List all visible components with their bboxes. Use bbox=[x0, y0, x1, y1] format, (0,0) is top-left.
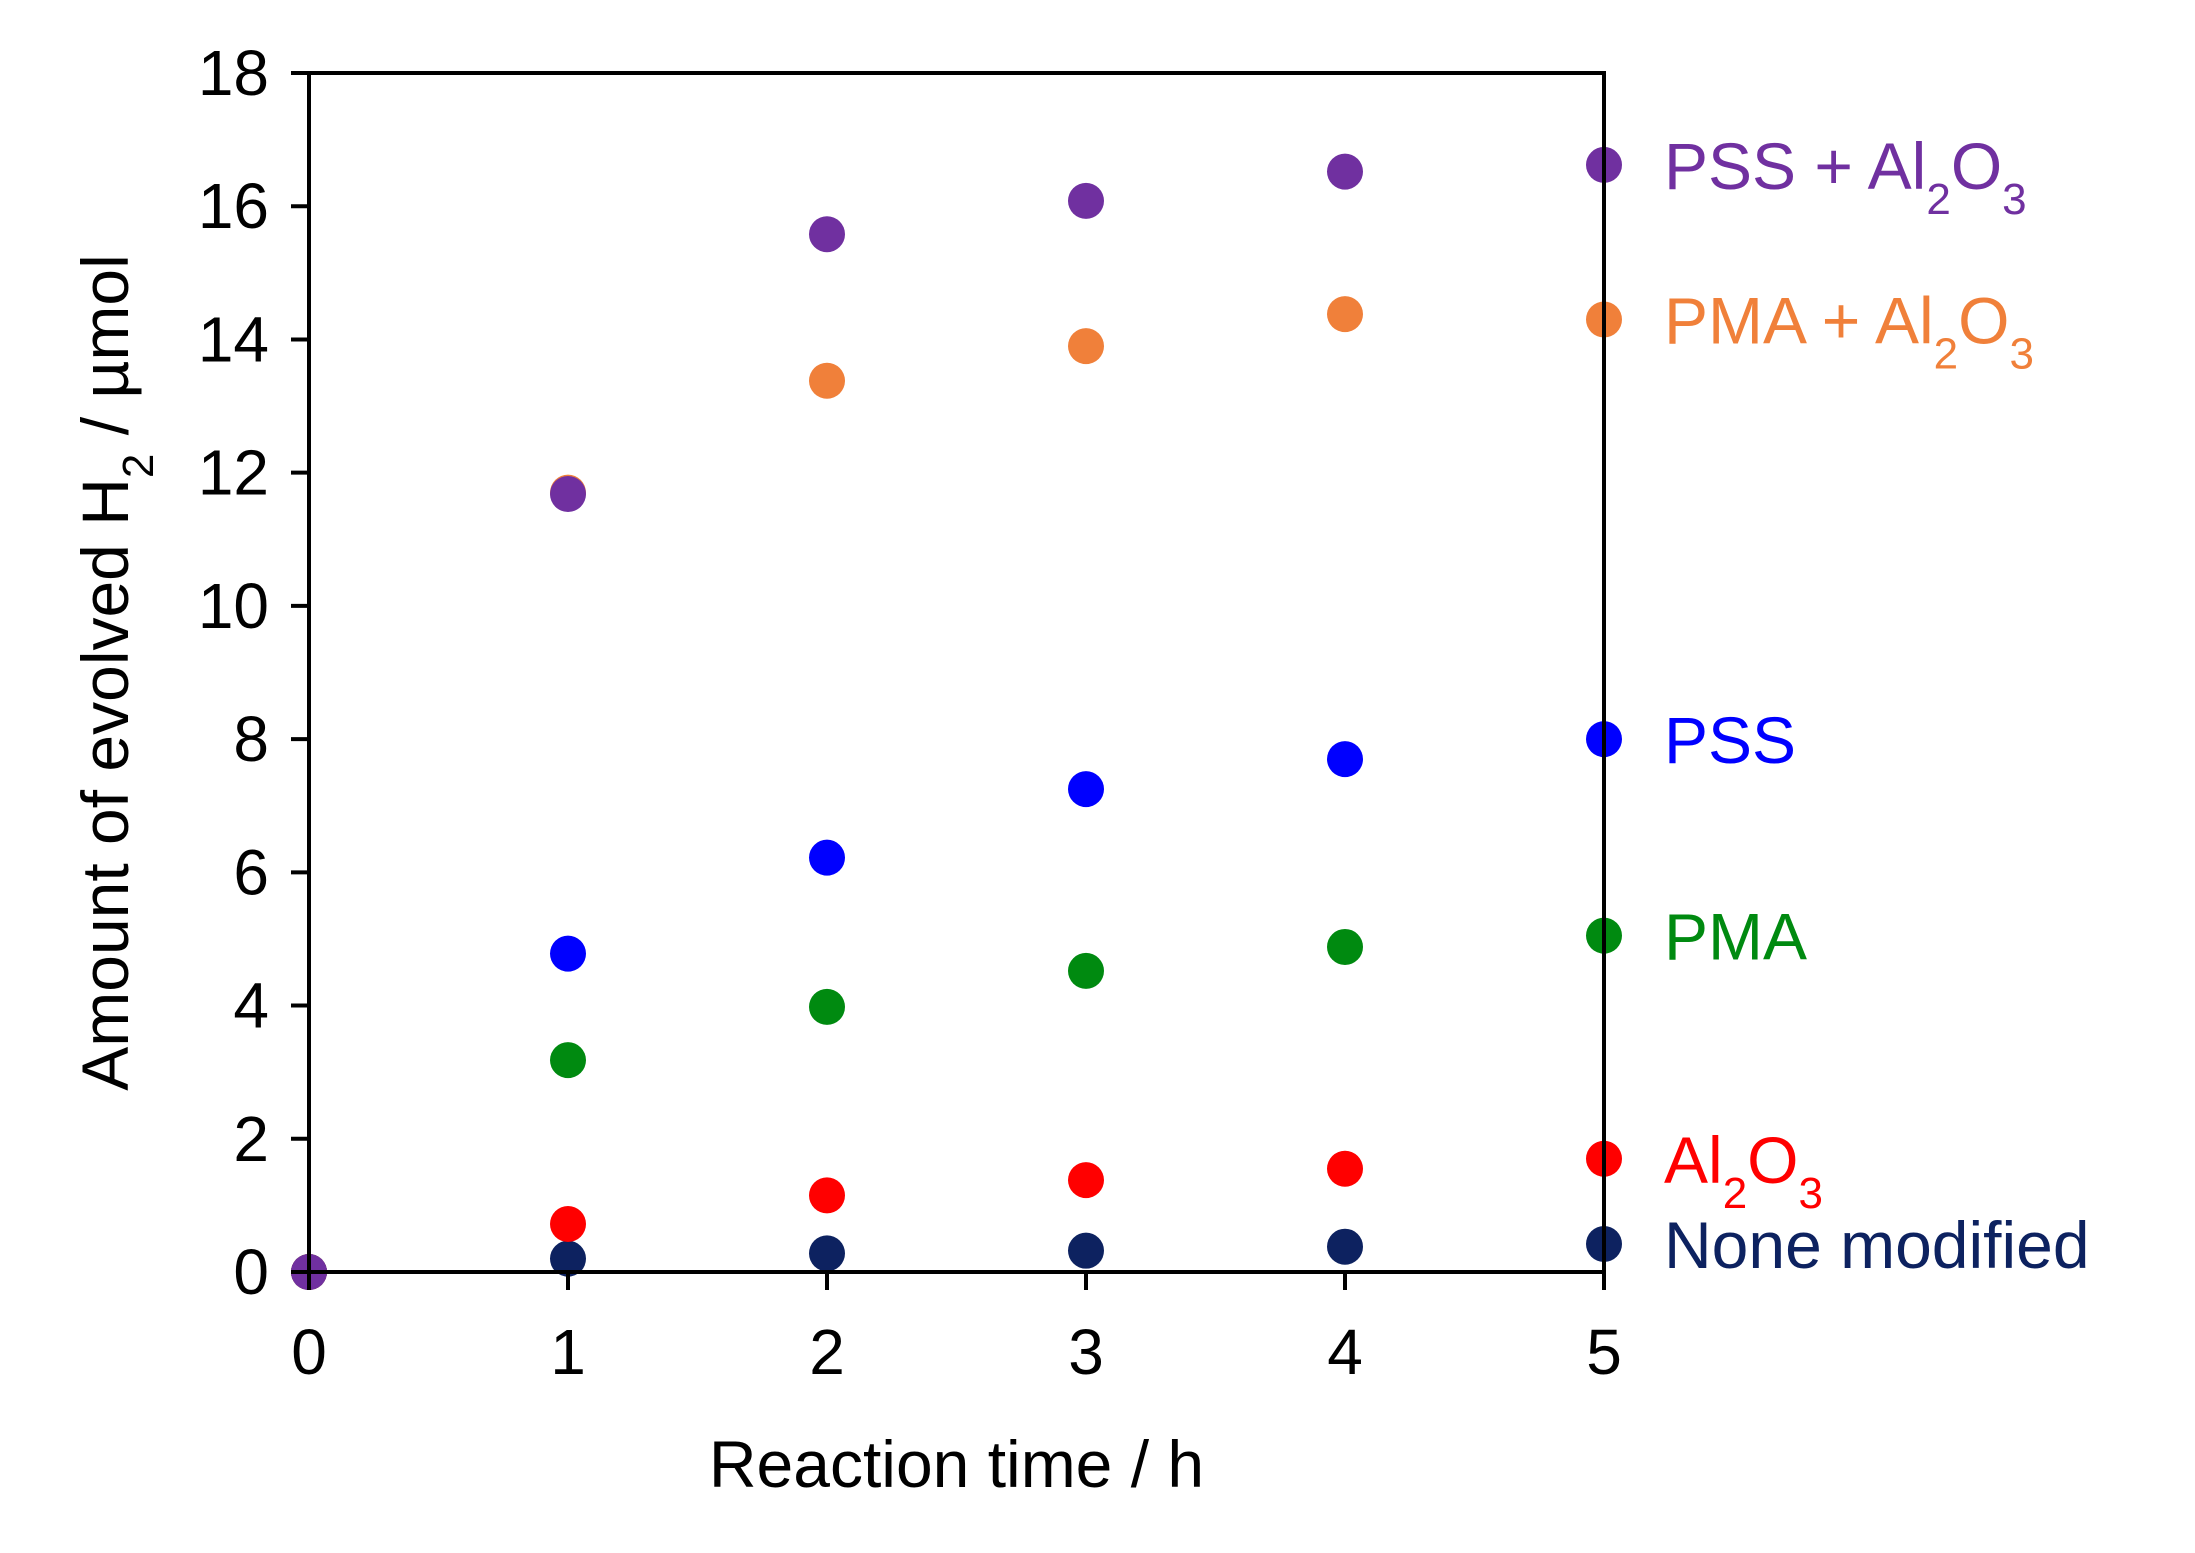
data-point bbox=[1068, 771, 1104, 808]
series-label: PSS bbox=[1664, 703, 1796, 777]
data-point bbox=[809, 362, 845, 399]
series-label: None modified bbox=[1664, 1208, 2090, 1282]
data-point bbox=[1068, 1162, 1104, 1199]
series-label: Al2O3 bbox=[1664, 1123, 1823, 1218]
x-tick-label: 3 bbox=[1068, 1316, 1104, 1388]
series-markers bbox=[291, 917, 1622, 1290]
data-point bbox=[550, 475, 586, 512]
x-tick-label: 5 bbox=[1586, 1316, 1622, 1388]
data-point bbox=[1327, 928, 1363, 965]
data-point bbox=[809, 216, 845, 253]
data-point bbox=[550, 1206, 586, 1243]
y-tick-label: 18 bbox=[198, 37, 269, 109]
x-tick-label: 0 bbox=[291, 1316, 327, 1388]
data-point bbox=[550, 1042, 586, 1079]
x-axis-title: Reaction time / h bbox=[709, 1427, 1204, 1501]
plot-frame bbox=[307, 71, 1606, 1274]
y-tick-label: 14 bbox=[198, 303, 269, 375]
y-tick-label: 6 bbox=[233, 836, 269, 908]
data-point bbox=[809, 988, 845, 1025]
data-point bbox=[809, 1235, 845, 1272]
data-point bbox=[1327, 153, 1363, 190]
data-point bbox=[1068, 328, 1104, 365]
y-tick-label: 8 bbox=[233, 703, 269, 775]
series-label: PSS + Al2O3 bbox=[1664, 129, 2027, 224]
x-tick-label: 2 bbox=[809, 1316, 845, 1388]
y-tick-label: 0 bbox=[233, 1236, 269, 1308]
data-markers bbox=[291, 146, 1622, 1290]
data-point bbox=[809, 839, 845, 876]
y-axis-title: Amount of evolved H2 / µmol bbox=[68, 254, 163, 1091]
data-point bbox=[1068, 182, 1104, 219]
data-point bbox=[1327, 1228, 1363, 1265]
y-tick-label: 12 bbox=[198, 437, 269, 509]
data-point bbox=[1068, 952, 1104, 989]
y-tick-label: 2 bbox=[233, 1103, 269, 1175]
series-label: PMA + Al2O3 bbox=[1664, 283, 2034, 378]
series-label: PMA bbox=[1664, 900, 1807, 974]
data-point bbox=[550, 935, 586, 972]
data-point bbox=[1327, 296, 1363, 333]
data-point bbox=[550, 1240, 586, 1277]
data-point bbox=[1327, 1150, 1363, 1187]
series-markers bbox=[291, 1140, 1622, 1290]
data-point bbox=[809, 1177, 845, 1214]
series-markers bbox=[291, 296, 1622, 1290]
series-markers bbox=[291, 721, 1622, 1290]
x-tick-label: 4 bbox=[1327, 1316, 1363, 1388]
y-tick-label: 4 bbox=[233, 970, 269, 1042]
y-tick-label: 10 bbox=[198, 570, 269, 642]
data-point bbox=[1327, 741, 1363, 778]
series-markers bbox=[291, 1226, 1622, 1290]
data-point bbox=[1068, 1232, 1104, 1269]
y-tick-label: 16 bbox=[198, 170, 269, 242]
series-markers bbox=[291, 146, 1622, 1290]
x-tick-label: 1 bbox=[550, 1316, 586, 1388]
